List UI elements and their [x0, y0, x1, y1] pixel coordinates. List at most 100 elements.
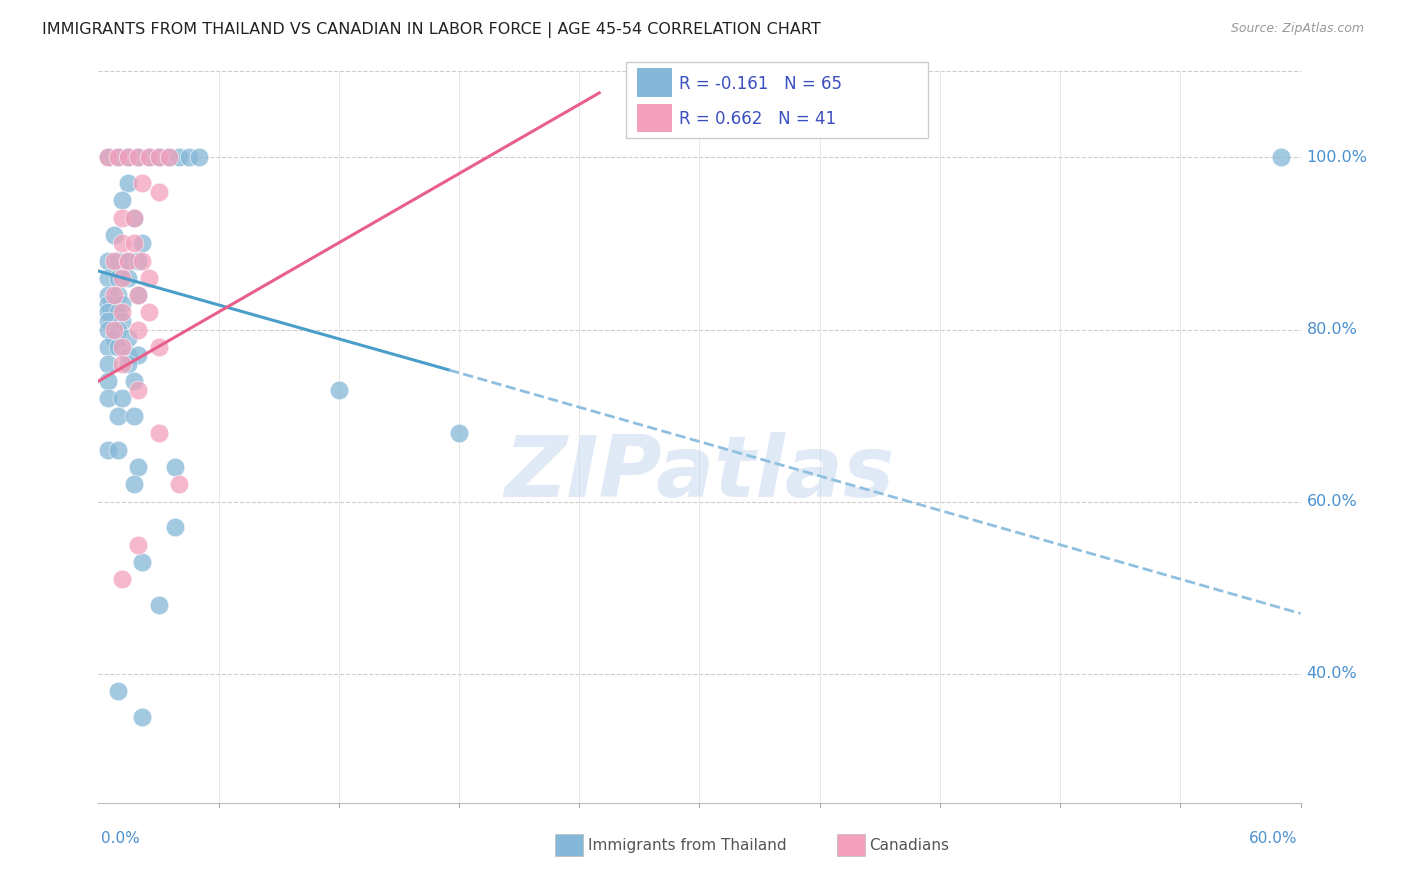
Point	[107, 684, 129, 698]
Point	[163, 460, 186, 475]
Point	[111, 357, 134, 371]
Point	[124, 477, 146, 491]
Text: 0.0%: 0.0%	[101, 831, 141, 846]
Point	[97, 357, 120, 371]
Point	[107, 150, 129, 164]
Point	[128, 288, 150, 302]
Text: 40.0%: 40.0%	[1306, 666, 1357, 681]
Point	[111, 236, 134, 251]
Point	[128, 383, 150, 397]
Point	[131, 710, 153, 724]
Point	[117, 253, 139, 268]
Point	[97, 442, 120, 457]
Point	[97, 314, 120, 328]
Point	[124, 374, 146, 388]
Point	[138, 271, 160, 285]
Point	[97, 296, 120, 310]
Point	[111, 340, 134, 354]
Point	[107, 340, 129, 354]
Point	[97, 374, 120, 388]
Point	[97, 150, 120, 164]
Point	[111, 271, 134, 285]
Text: Canadians: Canadians	[869, 838, 949, 853]
Point	[131, 253, 153, 268]
Text: 60.0%: 60.0%	[1250, 831, 1298, 846]
Point	[138, 305, 160, 319]
Point	[103, 322, 125, 336]
Point	[148, 425, 170, 440]
Point	[111, 572, 134, 586]
Point	[103, 331, 125, 345]
Point	[128, 150, 150, 164]
Point	[131, 236, 153, 251]
Point	[128, 460, 150, 475]
Point	[148, 150, 170, 164]
Point	[167, 150, 190, 164]
Point	[107, 442, 129, 457]
Point	[128, 288, 150, 302]
Point	[111, 211, 134, 225]
Text: R = -0.161   N = 65: R = -0.161 N = 65	[679, 75, 842, 93]
Point	[117, 176, 139, 190]
Text: Immigrants from Thailand: Immigrants from Thailand	[588, 838, 786, 853]
Point	[97, 253, 120, 268]
Point	[107, 271, 129, 285]
Point	[97, 150, 120, 164]
Point	[131, 176, 153, 190]
Text: R = 0.662   N = 41: R = 0.662 N = 41	[679, 111, 837, 128]
Point	[128, 348, 150, 362]
Point	[97, 288, 120, 302]
Point	[328, 383, 350, 397]
Point	[97, 340, 120, 354]
Point	[117, 253, 139, 268]
Point	[447, 425, 470, 440]
Point	[111, 314, 134, 328]
Point	[107, 305, 129, 319]
Point	[124, 409, 146, 423]
Point	[107, 322, 129, 336]
Point	[107, 253, 129, 268]
Point	[167, 477, 190, 491]
Point	[111, 296, 134, 310]
Text: IMMIGRANTS FROM THAILAND VS CANADIAN IN LABOR FORCE | AGE 45-54 CORRELATION CHAR: IMMIGRANTS FROM THAILAND VS CANADIAN IN …	[42, 22, 821, 38]
Point	[1270, 150, 1292, 164]
Point	[117, 271, 139, 285]
Point	[128, 538, 150, 552]
Text: ZIPatlas: ZIPatlas	[505, 432, 894, 516]
Point	[177, 150, 200, 164]
Point	[138, 150, 160, 164]
Point	[128, 150, 150, 164]
Point	[107, 150, 129, 164]
Point	[97, 392, 120, 406]
Point	[148, 598, 170, 612]
Point	[117, 357, 139, 371]
Point	[148, 340, 170, 354]
Point	[187, 150, 209, 164]
Point	[163, 520, 186, 534]
Text: 100.0%: 100.0%	[1306, 150, 1368, 165]
Point	[107, 409, 129, 423]
Point	[107, 288, 129, 302]
Point	[148, 150, 170, 164]
Point	[117, 150, 139, 164]
Point	[97, 271, 120, 285]
Point	[124, 211, 146, 225]
Point	[103, 227, 125, 242]
Point	[103, 288, 125, 302]
Point	[124, 236, 146, 251]
Point	[111, 305, 134, 319]
Point	[148, 185, 170, 199]
Point	[131, 555, 153, 569]
Point	[157, 150, 180, 164]
Point	[97, 305, 120, 319]
Point	[128, 322, 150, 336]
Point	[138, 150, 160, 164]
Point	[117, 150, 139, 164]
Text: 60.0%: 60.0%	[1306, 494, 1357, 509]
Point	[97, 322, 120, 336]
Point	[117, 331, 139, 345]
Text: 80.0%: 80.0%	[1306, 322, 1357, 337]
Point	[124, 211, 146, 225]
Point	[103, 253, 125, 268]
Point	[111, 392, 134, 406]
